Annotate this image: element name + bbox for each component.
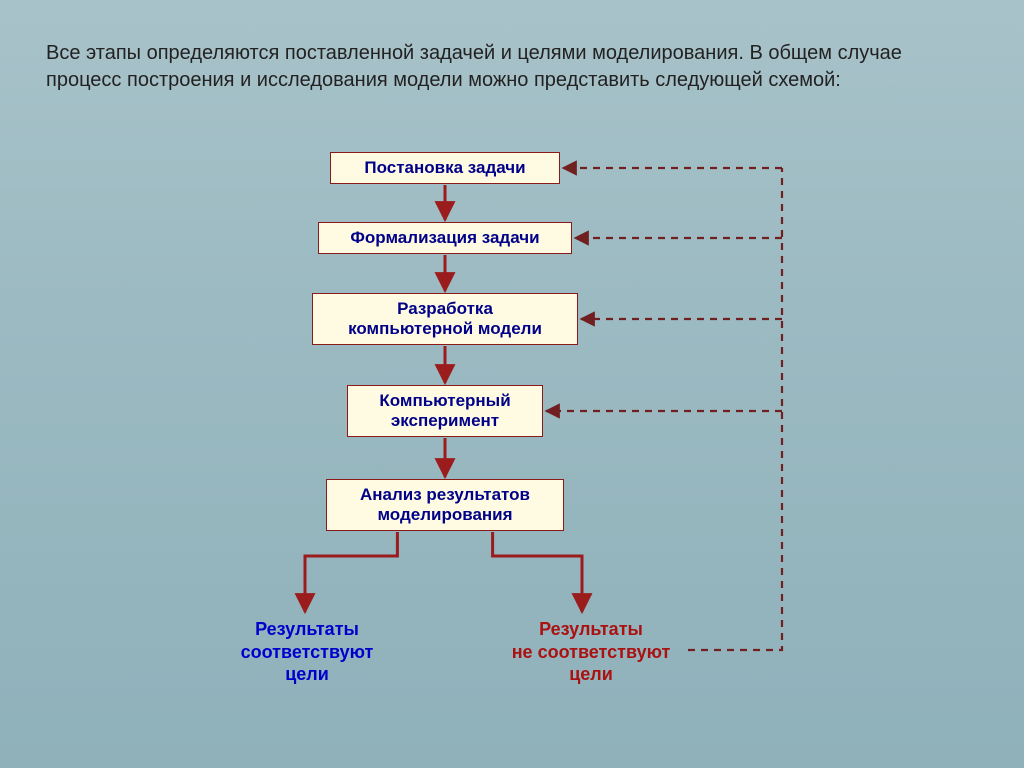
flow-box-b4: Компьютерныйэксперимент — [347, 385, 543, 437]
solid-arrow — [493, 532, 582, 612]
flow-box-b5: Анализ результатовмоделирования — [326, 479, 564, 531]
result-r_fail: Результатыне соответствуютцели — [498, 618, 684, 686]
flow-box-b1: Постановка задачи — [330, 152, 560, 184]
dashed-feedback-trunk — [688, 168, 782, 650]
intro-paragraph: Все этапы определяются поставленной зада… — [46, 40, 946, 94]
flow-box-b3: Разработкакомпьютерной модели — [312, 293, 578, 345]
flow-box-b2: Формализация задачи — [318, 222, 572, 254]
solid-arrow — [305, 532, 397, 612]
result-r_ok: Результатысоответствуютцели — [232, 618, 382, 686]
